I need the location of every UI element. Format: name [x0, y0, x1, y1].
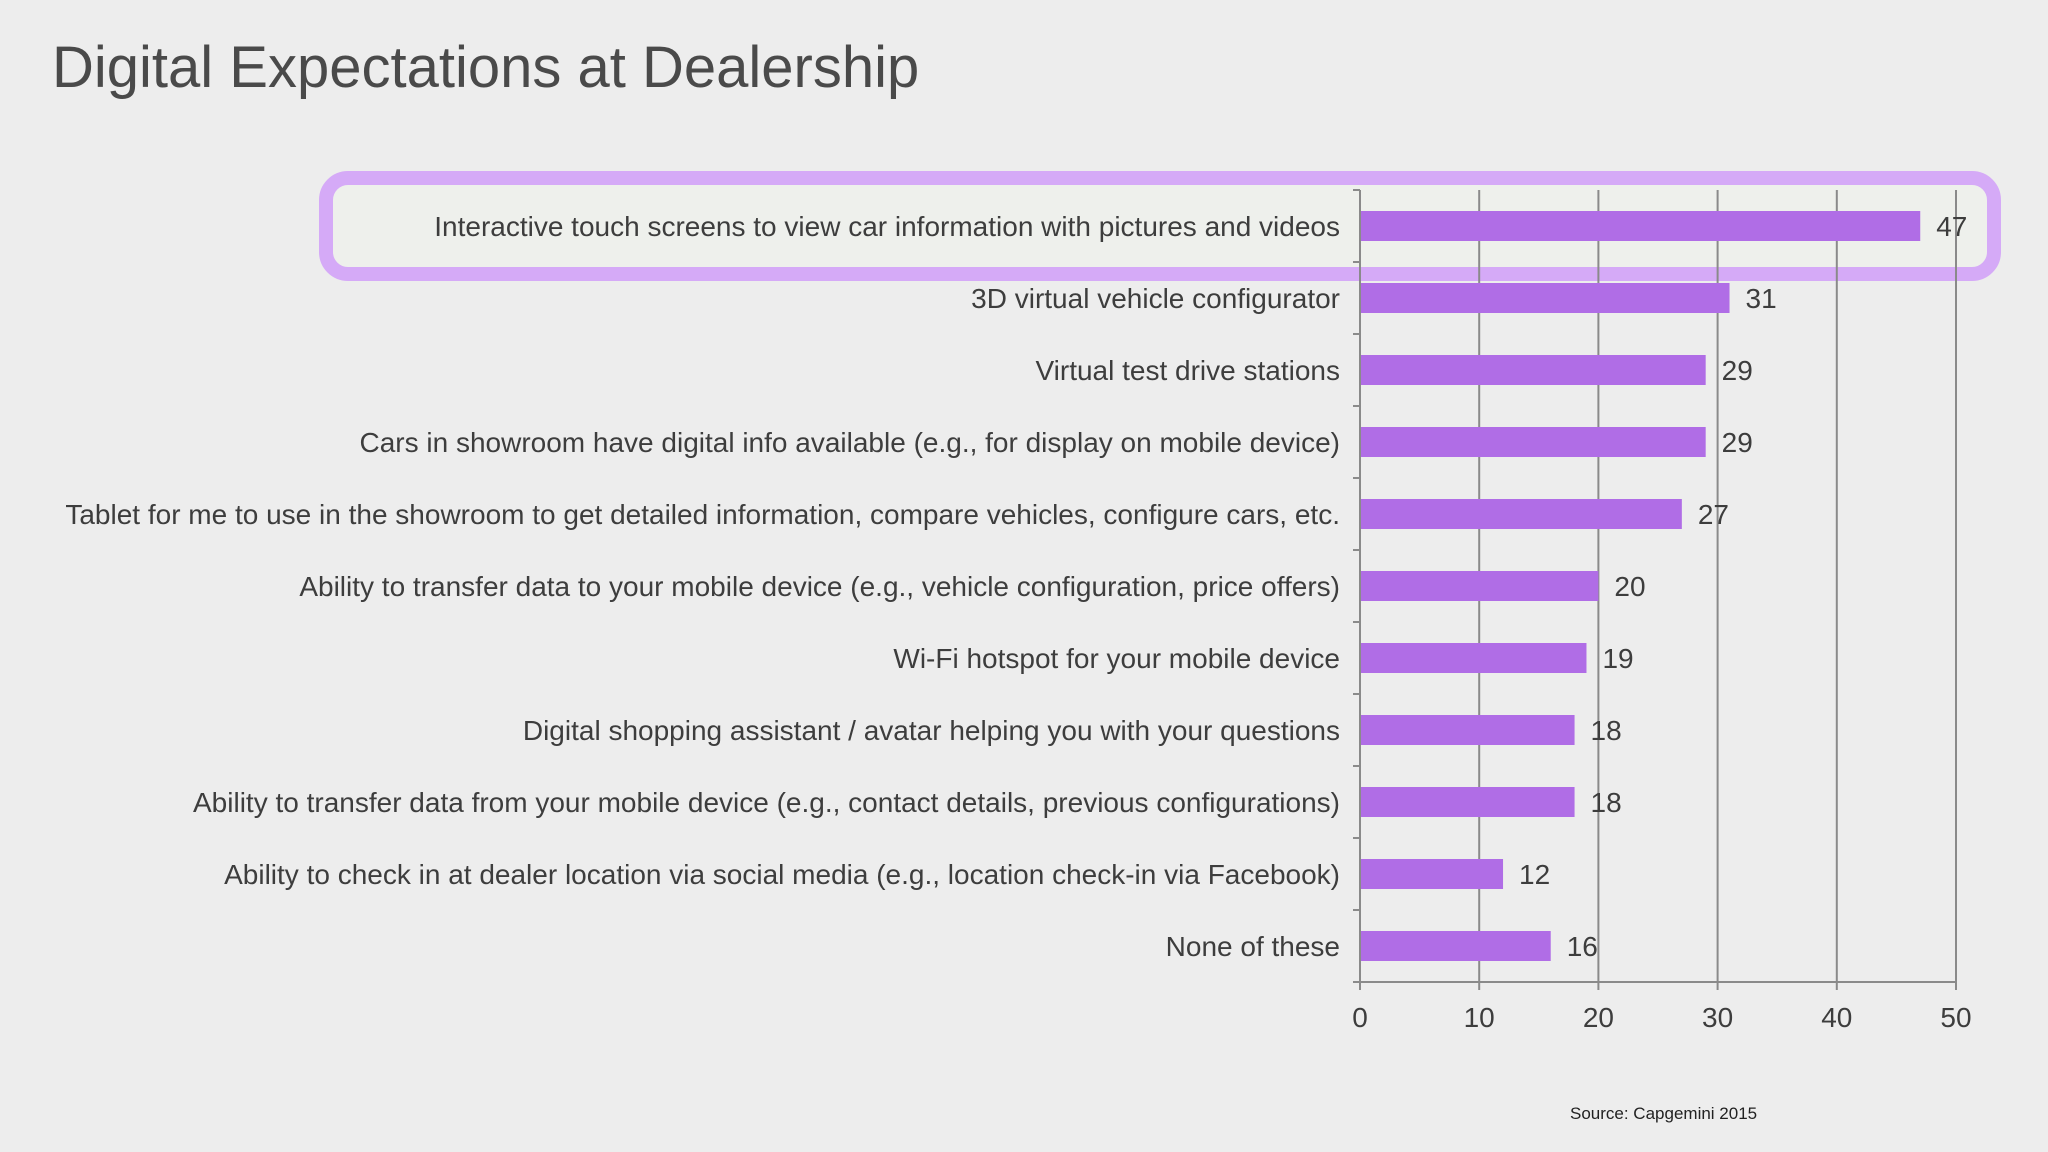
bar	[1360, 787, 1575, 817]
x-axis: 0 10 20 30 40 50	[1352, 189, 1972, 1033]
bar	[1360, 643, 1587, 673]
bar	[1360, 571, 1599, 601]
bar	[1360, 715, 1575, 745]
bars	[1360, 211, 1921, 961]
data-label: 12	[1519, 859, 1550, 890]
highlight-frame	[319, 171, 2001, 281]
data-label: 16	[1567, 931, 1598, 962]
slide-title: Digital Expectations at Dealership	[52, 35, 920, 100]
category-label: Interactive touch screens to view car in…	[434, 211, 1340, 242]
data-label: 20	[1614, 571, 1645, 602]
bar	[1360, 859, 1504, 889]
data-label: 29	[1722, 427, 1753, 458]
highlight-layer	[319, 171, 2001, 281]
x-tick-label: 20	[1583, 1002, 1614, 1033]
category-label: Wi-Fi hotspot for your mobile device	[893, 643, 1340, 674]
data-label: 18	[1591, 715, 1622, 746]
x-tick-label: 30	[1702, 1002, 1733, 1033]
category-label: Tablet for me to use in the showroom to …	[65, 499, 1340, 530]
data-label: 47	[1936, 211, 1967, 242]
data-labels: 47 31 29 29 27 20 19 18 18 12 16	[1519, 211, 1967, 962]
bar	[1360, 355, 1706, 385]
x-tick-label: 10	[1464, 1002, 1495, 1033]
category-label: Ability to check in at dealer location v…	[224, 859, 1340, 890]
category-labels: Interactive touch screens to view car in…	[65, 211, 1340, 962]
category-label: Digital shopping assistant / avatar help…	[523, 715, 1340, 746]
category-label: Ability to transfer data to your mobile …	[299, 571, 1340, 602]
bar	[1360, 931, 1551, 961]
source-note: Source: Capgemini 2015	[1570, 1104, 1758, 1123]
category-label: Cars in showroom have digital info avail…	[360, 427, 1341, 458]
bar	[1360, 427, 1706, 457]
bar	[1360, 283, 1730, 313]
data-label: 29	[1722, 355, 1753, 386]
x-tick-label: 0	[1352, 1002, 1368, 1033]
category-label: Ability to transfer data from your mobil…	[193, 787, 1340, 818]
x-tick-label: 50	[1940, 1002, 1971, 1033]
category-label: 3D virtual vehicle configurator	[971, 283, 1340, 314]
data-label: 19	[1602, 643, 1633, 674]
category-label: None of these	[1166, 931, 1340, 962]
bar	[1360, 499, 1682, 529]
data-label: 27	[1698, 499, 1729, 530]
data-label: 31	[1746, 283, 1777, 314]
x-tick-label: 40	[1821, 1002, 1852, 1033]
data-label: 18	[1591, 787, 1622, 818]
category-label: Virtual test drive stations	[1035, 355, 1340, 386]
bar	[1360, 211, 1921, 241]
